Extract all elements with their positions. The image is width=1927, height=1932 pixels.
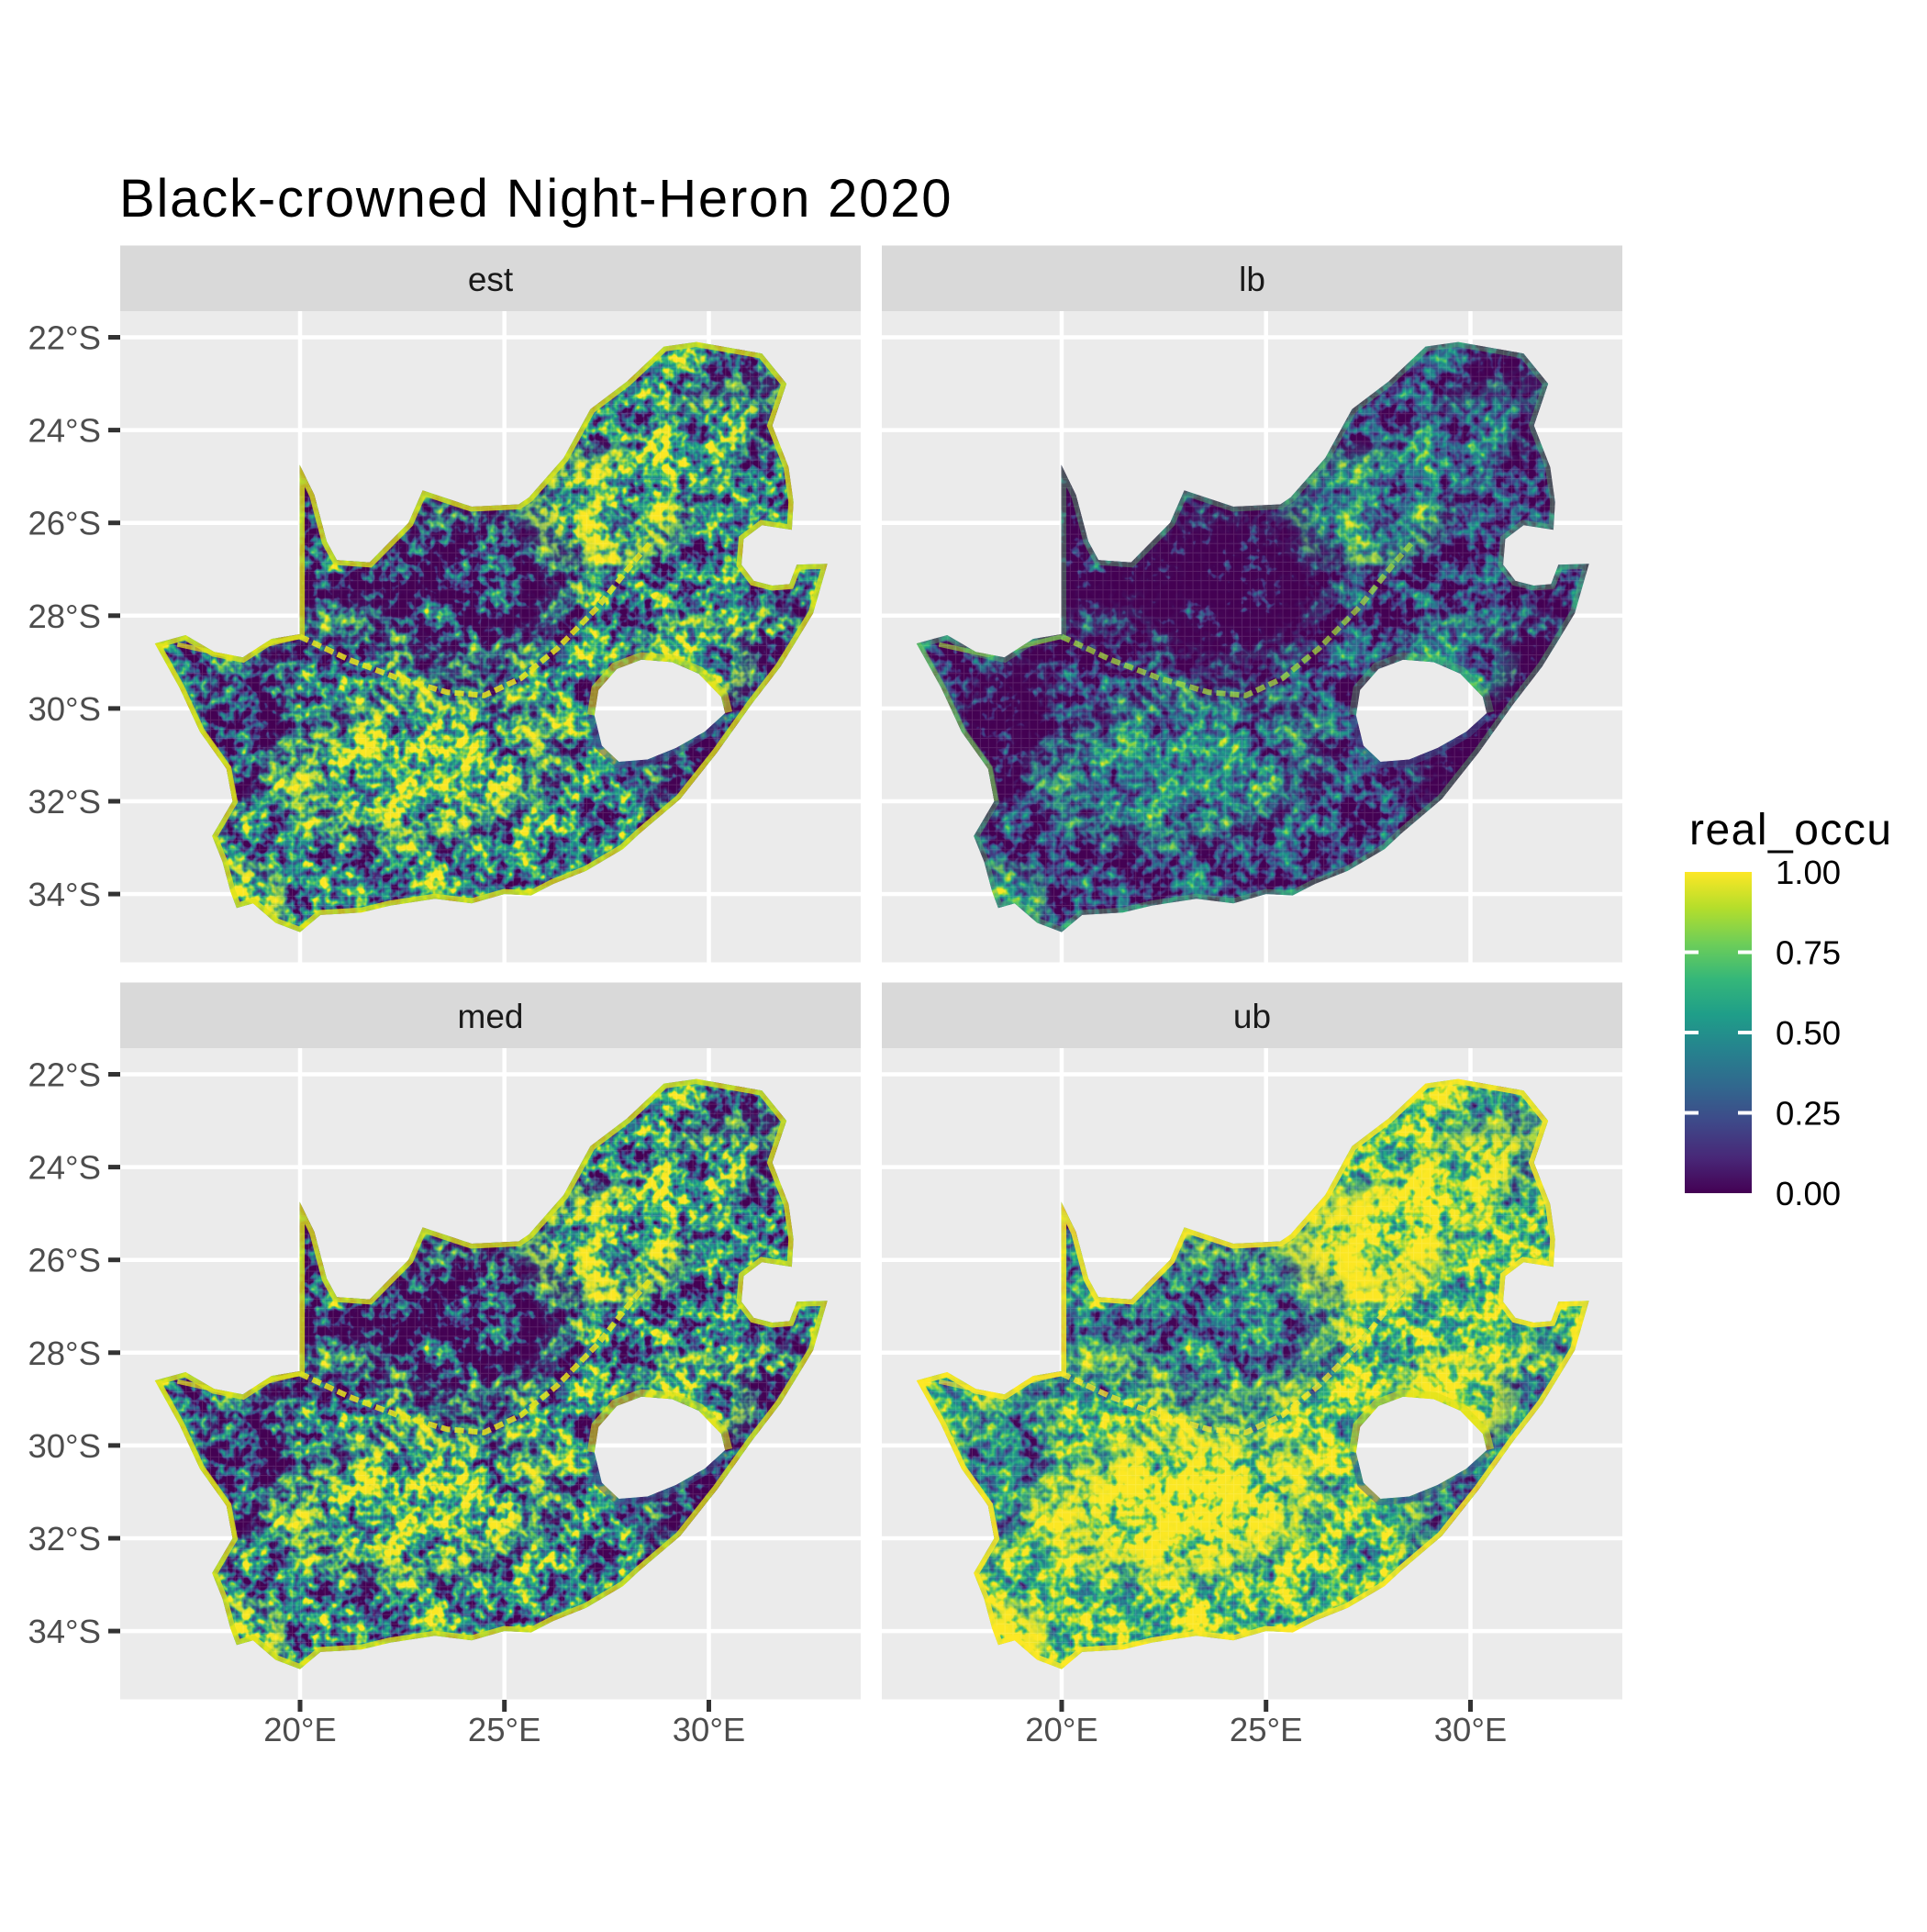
svg-text:24°S: 24°S	[28, 412, 101, 450]
svg-text:28°S: 28°S	[28, 597, 101, 635]
svg-text:0.25: 0.25	[1776, 1095, 1841, 1133]
svg-text:28°S: 28°S	[28, 1335, 101, 1372]
svg-text:22°S: 22°S	[28, 319, 101, 357]
svg-text:med: med	[458, 998, 524, 1035]
svg-text:Black-crowned Night-Heron 2020: Black-crowned Night-Heron 2020	[119, 169, 952, 229]
svg-text:lb: lb	[1239, 261, 1265, 298]
svg-text:ub: ub	[1233, 998, 1271, 1035]
svg-text:34°S: 34°S	[28, 876, 101, 913]
svg-text:26°S: 26°S	[28, 505, 101, 542]
svg-text:est: est	[468, 261, 514, 298]
svg-text:0.50: 0.50	[1776, 1014, 1841, 1052]
svg-text:32°S: 32°S	[28, 1520, 101, 1558]
svg-text:30°S: 30°S	[28, 1427, 101, 1465]
svg-text:0.75: 0.75	[1776, 934, 1841, 972]
svg-text:32°S: 32°S	[28, 783, 101, 821]
svg-text:30°E: 30°E	[1434, 1711, 1508, 1748]
svg-text:1.00: 1.00	[1776, 854, 1841, 891]
svg-text:22°S: 22°S	[28, 1056, 101, 1094]
svg-text:30°E: 30°E	[673, 1711, 746, 1748]
svg-text:20°E: 20°E	[263, 1711, 337, 1748]
svg-text:26°S: 26°S	[28, 1242, 101, 1279]
svg-text:30°S: 30°S	[28, 690, 101, 728]
svg-text:25°E: 25°E	[1230, 1711, 1303, 1748]
svg-text:24°S: 24°S	[28, 1149, 101, 1187]
svg-text:34°S: 34°S	[28, 1613, 101, 1650]
svg-text:20°E: 20°E	[1025, 1711, 1098, 1748]
svg-text:real_occu: real_occu	[1689, 806, 1893, 854]
svg-text:0.00: 0.00	[1776, 1175, 1841, 1212]
svg-text:25°E: 25°E	[468, 1711, 541, 1748]
